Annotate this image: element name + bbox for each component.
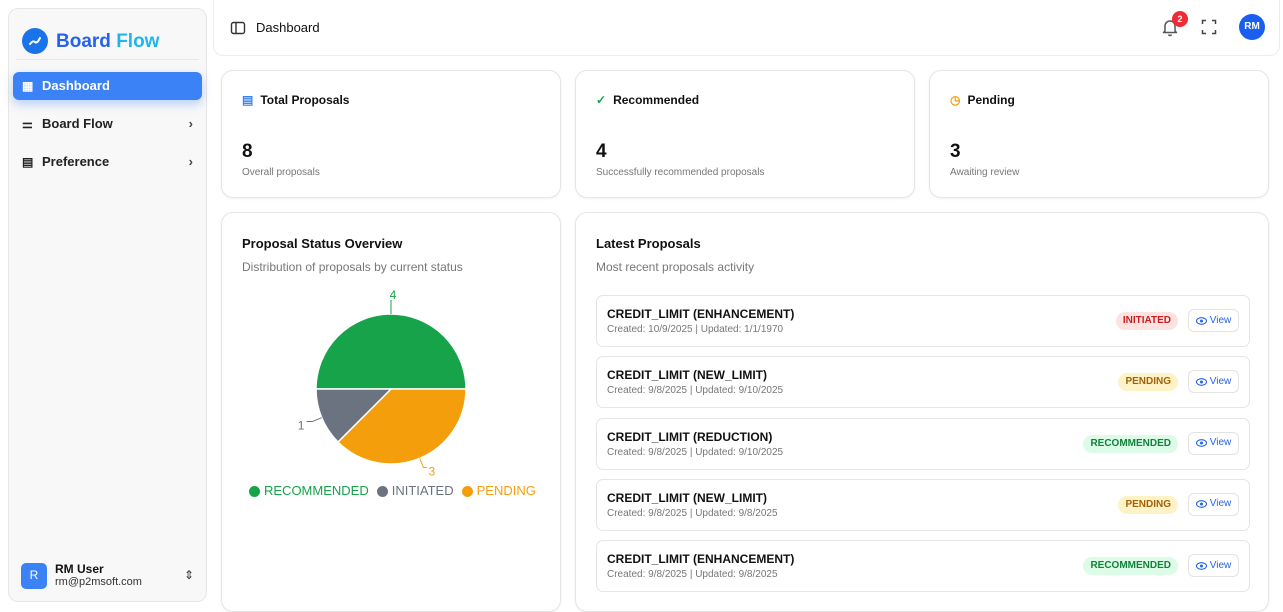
- stat-card-recommended: ✓ Recommended 4 Successfully recommended …: [575, 70, 915, 198]
- stat-value: 4: [596, 141, 607, 162]
- clock-icon: ◷: [950, 93, 961, 107]
- legend-dot: [376, 485, 388, 497]
- chevron-right-icon: ›: [188, 154, 193, 169]
- data-label: 1: [298, 419, 305, 433]
- data-label: 4: [390, 288, 397, 302]
- status-badge: PENDING: [1118, 373, 1178, 392]
- user-menu[interactable]: R RM User rm@p2msoft.com ⇕: [21, 562, 194, 589]
- card-subtitle: Distribution of proposals by current sta…: [242, 260, 463, 274]
- sidebar-item-dashboard[interactable]: ▦ Dashboard: [13, 72, 202, 100]
- stat-subtitle: Overall proposals: [242, 167, 320, 178]
- divider: [16, 59, 199, 60]
- eye-icon: [1195, 439, 1207, 447]
- user-email: rm@p2msoft.com: [55, 576, 142, 588]
- stat-subtitle: Awaiting review: [950, 167, 1020, 178]
- chevron-right-icon: ›: [188, 116, 193, 131]
- latest-proposals-card: Latest Proposals Most recent proposals a…: [575, 212, 1269, 612]
- legend-dot: [249, 485, 260, 497]
- proposal-title: CREDIT_LIMIT (REDUCTION): [607, 429, 773, 444]
- chart-legend: RECOMMENDED INITIATED PENDING: [249, 483, 536, 499]
- logo[interactable]: Board Flow: [9, 9, 206, 59]
- card-subtitle: Most recent proposals activity: [596, 260, 755, 274]
- proposal-item: CREDIT_LIMIT (NEW_LIMIT) Created: 9/8/20…: [596, 356, 1250, 409]
- leader-line: [419, 458, 427, 469]
- pie-slice-initiated[interactable]: [315, 388, 393, 444]
- pie-slice-recommended[interactable]: [315, 313, 467, 390]
- notification-count: 2: [1172, 11, 1188, 27]
- file-icon: ▤: [242, 93, 254, 107]
- status-badge: RECOMMENDED: [1083, 434, 1178, 453]
- sidebar-item-preference[interactable]: ▤ Preference ›: [22, 154, 193, 169]
- stat-card-pending: ◷ Pending 3 Awaiting review: [929, 70, 1269, 198]
- chevrons-up-down-icon: ⇕: [183, 568, 194, 583]
- breadcrumb: Dashboard: [256, 19, 320, 35]
- view-button[interactable]: View: [1188, 554, 1239, 578]
- sidebar-item-board-flow[interactable]: ⚌ Board Flow ›: [22, 116, 193, 131]
- view-button[interactable]: View: [1188, 492, 1239, 516]
- proposal-title: CREDIT_LIMIT (ENHANCEMENT): [607, 307, 795, 321]
- user-avatar: R: [21, 562, 47, 589]
- proposal-item: CREDIT_LIMIT (ENHANCEMENT) Created: 9/8/…: [596, 540, 1250, 593]
- leader-line: [306, 417, 322, 423]
- fullscreen-icon[interactable]: [1201, 19, 1217, 35]
- legend-dot: [461, 485, 473, 497]
- sidebar-toggle-icon[interactable]: [230, 20, 246, 36]
- proposal-title: CREDIT_LIMIT (NEW_LIMIT): [607, 368, 767, 383]
- stat-value: 3: [950, 141, 961, 162]
- legend-item-recommended[interactable]: RECOMMENDED: [249, 483, 369, 499]
- proposal-dates: Created: 9/8/2025 | Updated: 9/10/2025: [607, 446, 784, 458]
- proposal-dates: Created: 10/9/2025 | Updated: 1/1/1970: [607, 324, 784, 335]
- grid-icon: ▦: [22, 79, 34, 93]
- proposal-item: CREDIT_LIMIT (NEW_LIMIT) Created: 9/8/20…: [596, 478, 1250, 531]
- card-title: Latest Proposals: [596, 236, 701, 251]
- status-badge: PENDING: [1118, 495, 1178, 514]
- stat-subtitle: Successfully recommended proposals: [596, 167, 765, 178]
- status-overview-card: Proposal Status Overview Distribution of…: [221, 212, 561, 612]
- card-title: Proposal Status Overview: [242, 236, 403, 251]
- eye-icon: [1195, 500, 1207, 509]
- view-button[interactable]: View: [1188, 431, 1239, 455]
- logo-icon: [22, 28, 48, 54]
- proposal-item: CREDIT_LIMIT (ENHANCEMENT) Created: 10/9…: [596, 295, 1250, 347]
- status-badge: INITIATED: [1115, 312, 1178, 330]
- check-circle-icon: ✓: [596, 93, 607, 107]
- pie-slice-pending[interactable]: [336, 388, 467, 465]
- sliders-icon: ⚌: [22, 117, 33, 131]
- avatar[interactable]: RM: [1239, 14, 1265, 40]
- eye-icon: [1195, 561, 1207, 570]
- status-badge: RECOMMENDED: [1083, 557, 1178, 576]
- view-button[interactable]: View: [1188, 309, 1239, 332]
- app-name: Board Flow: [56, 30, 160, 52]
- view-button[interactable]: View: [1188, 370, 1239, 394]
- stat-value: 8: [242, 141, 253, 162]
- proposal-title: CREDIT_LIMIT (ENHANCEMENT): [607, 552, 795, 567]
- stat-card-total: ▤ Total Proposals 8 Overall proposals: [221, 70, 561, 198]
- sidebar: Board Flow ▦ Dashboard ⚌ Board Flow › ▤ Pref…: [8, 8, 207, 602]
- proposal-dates: Created: 9/8/2025 | Updated: 9/8/2025: [607, 569, 778, 581]
- pie-chart: 4 3 1: [298, 288, 467, 479]
- document-icon: ▤: [22, 155, 34, 169]
- proposal-title: CREDIT_LIMIT (NEW_LIMIT): [607, 490, 767, 505]
- proposal-dates: Created: 9/8/2025 | Updated: 9/10/2025: [607, 385, 784, 397]
- proposal-item: CREDIT_LIMIT (REDUCTION) Created: 9/8/20…: [596, 417, 1250, 470]
- proposal-dates: Created: 9/8/2025 | Updated: 9/8/2025: [607, 507, 778, 519]
- notifications-button[interactable]: 2: [1161, 11, 1188, 37]
- legend-item-initiated[interactable]: INITIATED: [376, 483, 454, 499]
- eye-icon: [1195, 377, 1207, 386]
- eye-icon: [1195, 316, 1207, 325]
- data-label: 3: [429, 465, 436, 479]
- user-name: RM User: [55, 562, 104, 576]
- legend-item-pending[interactable]: PENDING: [461, 483, 536, 499]
- header: Dashboard 2 RM: [213, 0, 1280, 56]
